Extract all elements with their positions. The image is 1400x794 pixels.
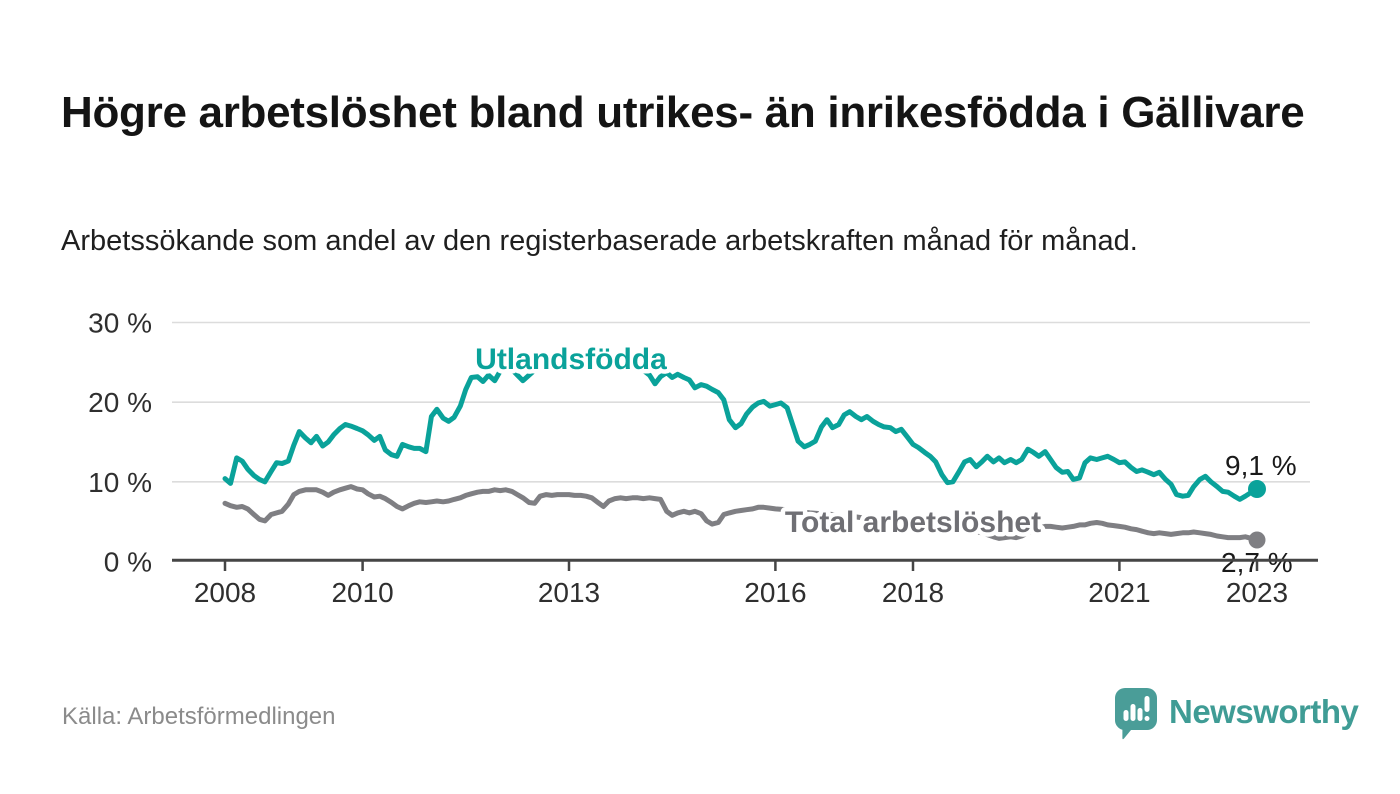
source-text: Källa: Arbetsförmedlingen xyxy=(62,703,336,730)
end-dot-total-arbetsl-shet xyxy=(1248,531,1266,549)
page-title: Högre arbetslöshet bland utrikes- än inr… xyxy=(61,88,1305,138)
chart-subtitle: Arbetssökande som andel av den registerb… xyxy=(61,225,1138,257)
line-total-arbetsl-shet xyxy=(222,484,1260,543)
y-tick-label-30: 30 % xyxy=(88,308,152,339)
y-tick-label-10: 10 % xyxy=(88,467,152,498)
exclamation-dot xyxy=(1144,716,1150,721)
bar-medium xyxy=(1137,708,1143,721)
bar-small xyxy=(1123,710,1129,721)
x-tick-label-2021: 2021 xyxy=(1088,577,1150,608)
x-tick-label-2023: 2023 xyxy=(1226,577,1288,608)
bar-tall xyxy=(1130,704,1136,721)
x-tick-label-2008: 2008 xyxy=(194,577,256,608)
x-tick-label-2013: 2013 xyxy=(538,577,600,608)
end-value-label-utlandsf-dda: 9,1 % xyxy=(1225,450,1297,481)
x-tick-label-2010: 2010 xyxy=(331,577,393,608)
speech-bubble-shape xyxy=(1114,688,1157,740)
newsworthy-logo: Newsworthy xyxy=(1113,686,1359,742)
brand-name: Newsworthy xyxy=(1169,693,1359,730)
newsworthy-bubble-icon xyxy=(1114,688,1157,740)
series-label-utlandsf-dda: Utlandsfödda xyxy=(475,343,667,376)
x-tick-label-2016: 2016 xyxy=(744,577,806,608)
end-dot-utlandsf-dda xyxy=(1248,480,1266,498)
y-tick-label-20: 20 % xyxy=(88,387,152,418)
exclamation-bar xyxy=(1144,696,1150,712)
series-label-total-arbetsl-shet: Total arbetslöshet xyxy=(785,506,1041,539)
line-utlandsf-dda xyxy=(222,359,1260,502)
y-tick-label-0: 0 % xyxy=(104,547,152,578)
x-tick-label-2018: 2018 xyxy=(882,577,944,608)
